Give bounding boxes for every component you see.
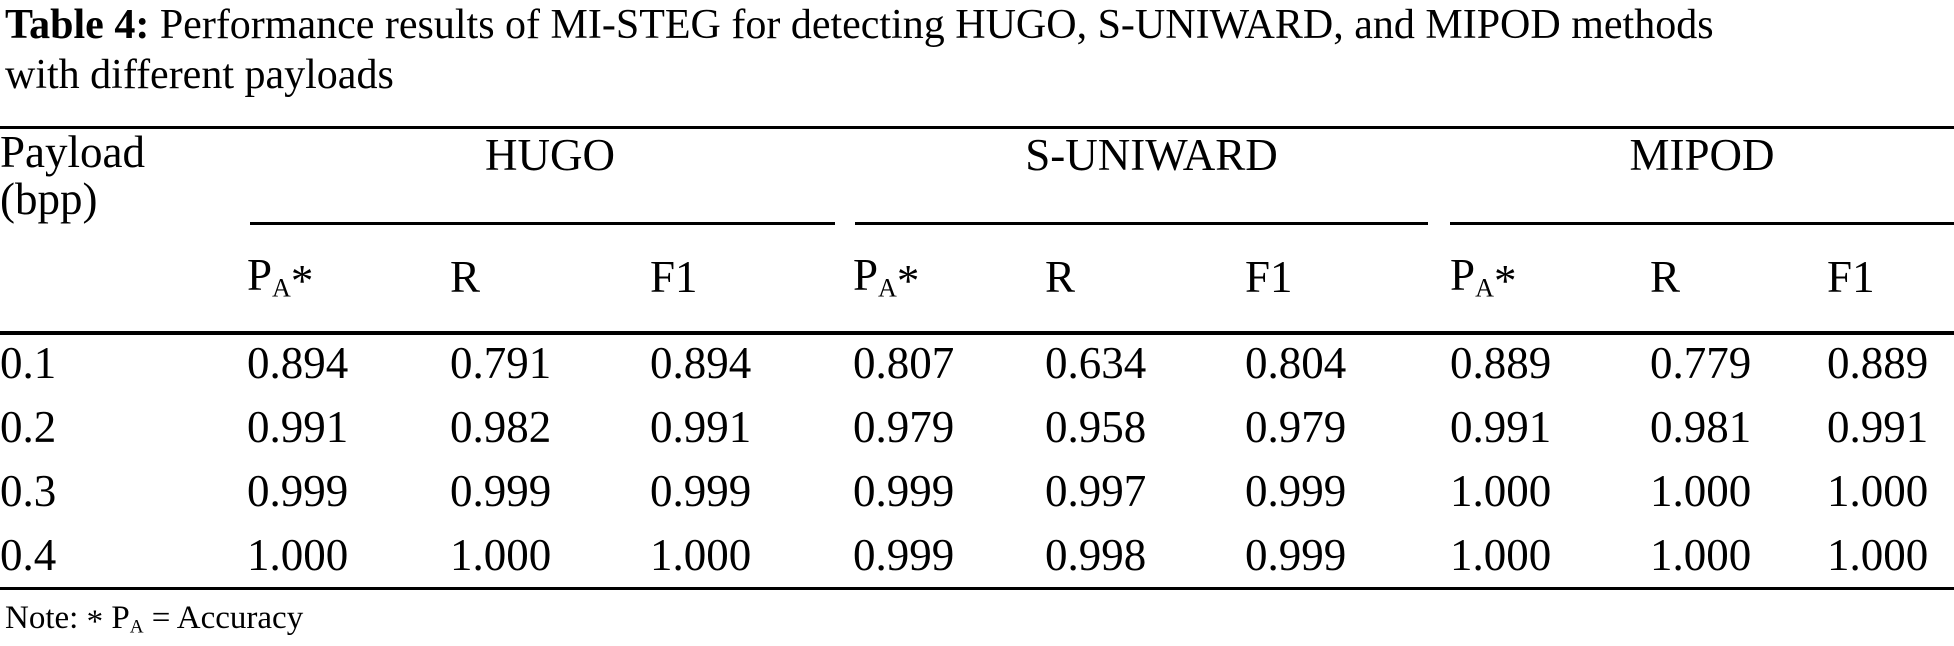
metric-header-pa-mipod: PA* bbox=[1450, 222, 1650, 331]
note-pa-base: P bbox=[111, 600, 130, 636]
payload-cell: 0.2 bbox=[0, 402, 57, 452]
value-cell: 0.982 bbox=[450, 402, 552, 452]
caption-text: Performance results of MI-STEG for detec… bbox=[149, 2, 1714, 48]
caption-line-2: with different payloads bbox=[5, 52, 394, 98]
metric-header-f1-hugo: F1 bbox=[650, 251, 698, 302]
value-cell: 0.779 bbox=[1650, 338, 1752, 388]
table-row: 0.1 0.894 0.791 0.894 0.807 0.634 0.804 … bbox=[0, 331, 1954, 395]
payload-cell: 0.4 bbox=[0, 530, 57, 580]
value-cell: 0.979 bbox=[1245, 402, 1347, 452]
value-cell: 0.894 bbox=[650, 338, 752, 388]
metric-star: * bbox=[1493, 255, 1517, 306]
payload-cell: 0.1 bbox=[0, 338, 57, 388]
payload-header-cell: Payload (bpp) bbox=[0, 129, 247, 331]
value-cell: 0.999 bbox=[650, 466, 752, 516]
metric-header-pa-s-uniward: PA* bbox=[853, 222, 1045, 331]
metric-star: * bbox=[896, 255, 920, 306]
value-cell: 0.999 bbox=[1245, 466, 1347, 516]
value-cell: 0.807 bbox=[853, 338, 955, 388]
caption-label: Table 4: bbox=[5, 2, 150, 48]
mipod-spanner-rule bbox=[1450, 222, 1954, 225]
value-cell: 1.000 bbox=[1827, 530, 1929, 580]
value-cell: 0.997 bbox=[1045, 466, 1147, 516]
metric-header-f1-s-uniward: F1 bbox=[1245, 251, 1293, 302]
value-cell: 0.999 bbox=[853, 530, 955, 580]
value-cell: 0.804 bbox=[1245, 338, 1347, 388]
table-row: 0.2 0.991 0.982 0.991 0.979 0.958 0.979 … bbox=[0, 395, 1954, 459]
metric-subscript: A bbox=[272, 273, 291, 303]
value-cell: 0.991 bbox=[1827, 402, 1929, 452]
value-cell: 0.979 bbox=[853, 402, 955, 452]
value-cell: 1.000 bbox=[1450, 466, 1552, 516]
value-cell: 0.634 bbox=[1045, 338, 1147, 388]
metric-base: P bbox=[1450, 250, 1476, 301]
value-cell: 1.000 bbox=[247, 530, 349, 580]
note-star: * bbox=[86, 603, 112, 640]
value-cell: 1.000 bbox=[1650, 466, 1752, 516]
metric-header-row: PA* R F1 PA* R F1 PA* R F1 bbox=[0, 222, 1954, 331]
table-row: 0.4 1.000 1.000 1.000 0.999 0.998 0.999 … bbox=[0, 523, 1954, 587]
metric-base: P bbox=[853, 250, 879, 301]
value-cell: 0.889 bbox=[1827, 338, 1929, 388]
group-header-mipod: MIPOD bbox=[1629, 130, 1775, 180]
value-cell: 0.889 bbox=[1450, 338, 1552, 388]
metric-subscript: A bbox=[878, 273, 897, 303]
value-cell: 0.981 bbox=[1650, 402, 1752, 452]
value-cell: 1.000 bbox=[1450, 530, 1552, 580]
results-table: Payload (bpp) HUGO S-UNIWARD MIPOD PA* R… bbox=[0, 129, 1954, 587]
table-note: Note: * PA = Accuracy bbox=[5, 600, 304, 640]
value-cell: 1.000 bbox=[650, 530, 752, 580]
value-cell: 1.000 bbox=[1650, 530, 1752, 580]
value-cell: 1.000 bbox=[1827, 466, 1929, 516]
metric-header-r-hugo: R bbox=[450, 251, 481, 302]
value-cell: 0.999 bbox=[247, 466, 349, 516]
note-suffix: = Accuracy bbox=[143, 600, 304, 636]
value-cell: 0.999 bbox=[1245, 530, 1347, 580]
note-prefix: Note: bbox=[5, 600, 87, 636]
payload-header-line1: Payload bbox=[0, 127, 145, 177]
table-bottom-rule bbox=[0, 587, 1954, 590]
value-cell: 0.991 bbox=[247, 402, 349, 452]
metric-subscript: A bbox=[1475, 273, 1494, 303]
metric-header-r-mipod: R bbox=[1650, 251, 1681, 302]
s-uniward-spanner-rule bbox=[855, 222, 1428, 225]
value-cell: 0.991 bbox=[650, 402, 752, 452]
value-cell: 0.999 bbox=[853, 466, 955, 516]
table-caption: Table 4: Performance results of MI-STEG … bbox=[5, 0, 1954, 100]
value-cell: 0.958 bbox=[1045, 402, 1147, 452]
table-row: 0.3 0.999 0.999 0.999 0.999 0.997 0.999 … bbox=[0, 459, 1954, 523]
value-cell: 0.894 bbox=[247, 338, 349, 388]
payload-cell: 0.3 bbox=[0, 466, 57, 516]
group-header-row: Payload (bpp) HUGO S-UNIWARD MIPOD bbox=[0, 129, 1954, 223]
value-cell: 0.998 bbox=[1045, 530, 1147, 580]
caption-line-1: Table 4: Performance results of MI-STEG … bbox=[5, 0, 1954, 50]
metric-star: * bbox=[290, 255, 314, 306]
hugo-spanner-rule bbox=[250, 222, 835, 225]
note-pa-subscript: A bbox=[129, 616, 144, 638]
payload-header-line2: (bpp) bbox=[0, 174, 98, 224]
value-cell: 0.999 bbox=[450, 466, 552, 516]
metric-header-f1-mipod: F1 bbox=[1827, 251, 1875, 302]
table-top-rule bbox=[0, 126, 1954, 129]
value-cell: 1.000 bbox=[450, 530, 552, 580]
metric-base: P bbox=[247, 250, 273, 301]
header-body-rule bbox=[0, 331, 1954, 335]
metric-header-r-s-uniward: R bbox=[1045, 251, 1076, 302]
metric-header-pa-hugo: PA* bbox=[247, 222, 450, 331]
value-cell: 0.991 bbox=[1450, 402, 1552, 452]
value-cell: 0.791 bbox=[450, 338, 552, 388]
group-header-s-uniward: S-UNIWARD bbox=[1025, 130, 1278, 180]
group-header-hugo: HUGO bbox=[485, 130, 615, 180]
